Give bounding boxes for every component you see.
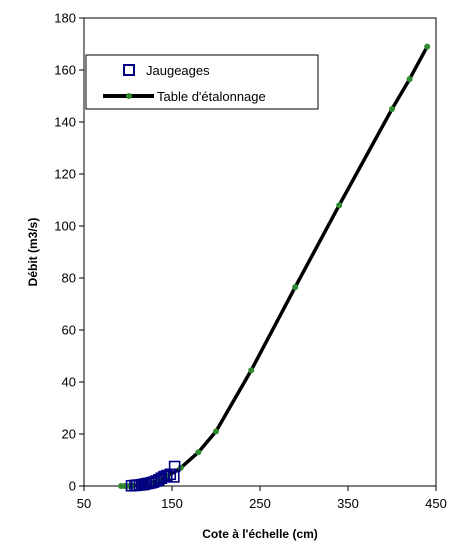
table-point <box>248 367 255 374</box>
legend-marker-jaugeages <box>123 64 135 76</box>
table-point <box>195 449 202 456</box>
x-tick-label: 450 <box>425 496 447 511</box>
table-point <box>424 43 431 50</box>
series-line-table-etalonnage <box>119 44 429 488</box>
table-point <box>389 106 395 112</box>
table-point <box>177 464 184 471</box>
y-axis-title: Débit (m3/s) <box>26 218 40 287</box>
y-tick-label: 20 <box>62 427 76 442</box>
y-tick-label: 40 <box>62 375 76 390</box>
y-tick-label: 0 <box>69 479 76 494</box>
x-axis: 50 150 250 350 450 <box>77 486 447 511</box>
y-tick-label: 100 <box>54 219 76 234</box>
y-tick-label: 120 <box>54 167 76 182</box>
table-point <box>213 428 219 435</box>
x-tick-label: 50 <box>77 496 91 511</box>
x-tick-label: 250 <box>249 496 271 511</box>
table-point <box>292 284 299 291</box>
table-point <box>406 76 413 83</box>
jaugeage-point <box>168 460 181 473</box>
plot-area <box>117 43 431 492</box>
y-tick-label: 160 <box>54 63 76 78</box>
y-axis: 0 20 40 60 80 100 120 140 160 180 <box>54 11 84 494</box>
y-tick-label: 140 <box>54 115 76 130</box>
legend-label-jaugeages: Jaugeages <box>146 63 210 78</box>
x-tick-label: 350 <box>337 496 359 511</box>
legend: Jaugeages Table d'étalonnage <box>85 54 319 110</box>
jaugeage-point <box>160 469 173 482</box>
y-tick-label: 80 <box>62 271 76 286</box>
legend-marker-table <box>126 93 132 99</box>
legend-label-table: Table d'étalonnage <box>157 89 266 104</box>
x-axis-title: Cote à l'échelle (cm) <box>202 527 318 541</box>
y-tick-label: 180 <box>54 11 76 26</box>
x-tick-label: 150 <box>161 496 183 511</box>
table-point <box>336 202 343 209</box>
y-tick-label: 60 <box>62 323 76 338</box>
